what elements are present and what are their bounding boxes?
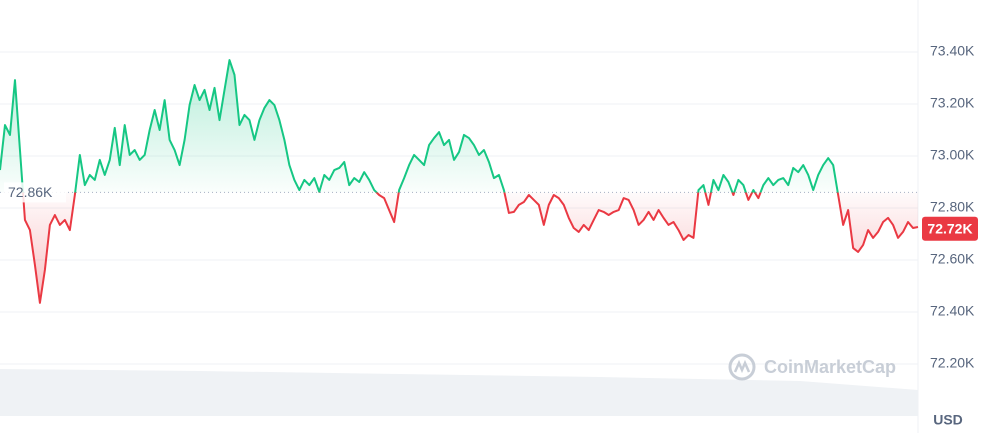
y-tick-label: 72.80K [930,199,975,215]
watermark-text: CoinMarketCap [764,357,896,377]
last-price-bg [922,216,978,241]
last-price-label: 72.72K [927,221,972,237]
price-area [0,60,918,303]
price-line [0,59,919,304]
label-layer: 72.20K 72.40K 72.60K 72.80K 73.00K 73.20K 73.4… [4,43,978,371]
y-tick-label: 72.40K [930,303,975,319]
watermark: CoinMarketCap [728,353,896,381]
y-tick-label: 72.20K [930,355,975,371]
y-tick-label: 73.20K [930,95,975,111]
baseline-label-bg [4,182,66,203]
watermark-logo [728,353,756,381]
volume-area [0,369,918,416]
y-tick-label: 73.00K [930,147,975,163]
y-tick-label: 72.60K [930,251,975,267]
y-axis-unit: USD [933,412,963,428]
plot-layer [0,59,919,304]
grid-layer [0,51,918,365]
baseline-label: 72.86K [8,184,53,200]
watermark-logo-mark [733,359,751,374]
y-tick-label: 73.40K [930,43,975,59]
